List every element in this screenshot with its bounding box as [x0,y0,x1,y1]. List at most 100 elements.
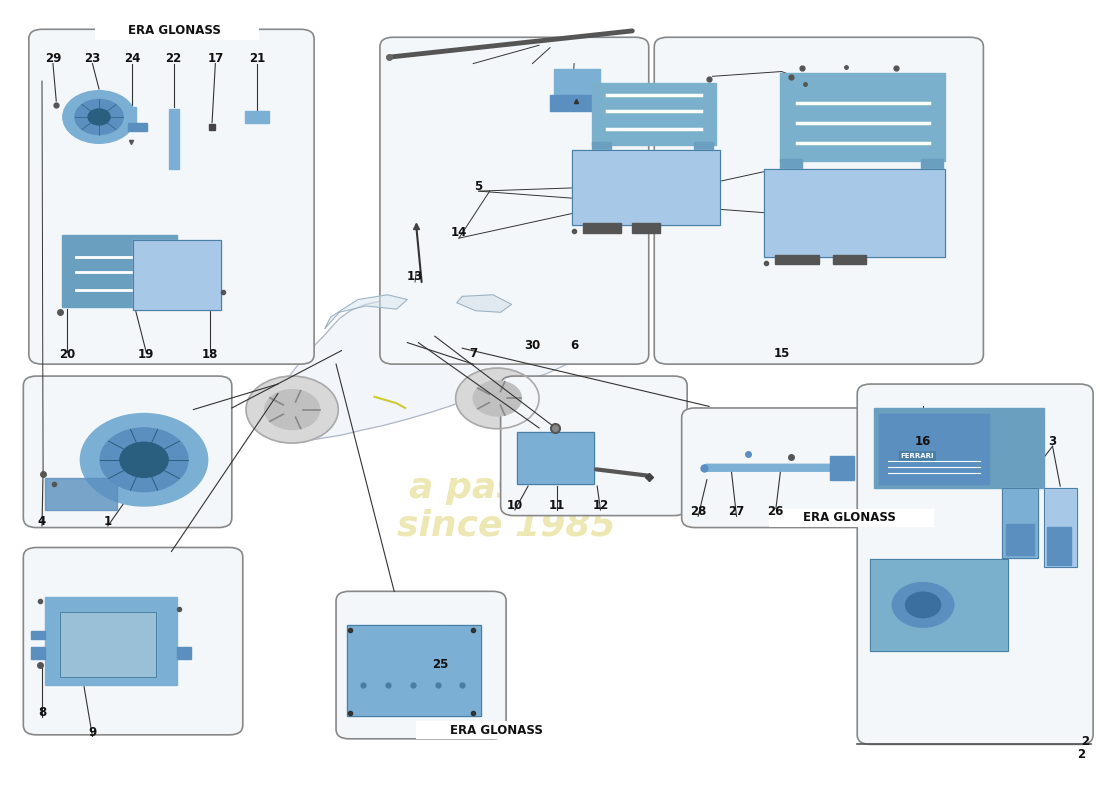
Text: ERA GLONASS: ERA GLONASS [450,723,542,737]
Text: 9: 9 [88,726,97,739]
Text: 20: 20 [59,348,75,361]
Text: 4: 4 [37,514,46,528]
Bar [632,223,660,233]
Bar [879,414,989,484]
Text: 5: 5 [474,180,483,193]
Bar [572,150,720,225]
Bar [517,432,594,484]
Bar [128,107,136,125]
Text: 10: 10 [507,498,522,512]
Text: 23: 23 [85,52,100,66]
Bar [833,255,866,265]
Bar [346,625,481,716]
Text: ERA GLONASS: ERA GLONASS [129,24,221,38]
Bar [517,432,594,484]
Text: 24: 24 [124,52,140,66]
Bar [245,110,270,122]
Bar [694,142,714,154]
Text: 25: 25 [432,658,449,671]
Text: 16: 16 [915,435,932,448]
Bar [1044,488,1077,567]
Bar [346,625,481,716]
Text: 2: 2 [1081,734,1089,748]
Text: 17: 17 [207,52,223,66]
FancyBboxPatch shape [23,376,232,527]
Bar [416,722,581,739]
Bar [829,456,854,480]
Bar [62,235,177,306]
FancyBboxPatch shape [682,408,868,527]
Text: 12: 12 [592,498,608,512]
Bar [764,169,945,257]
FancyBboxPatch shape [500,376,688,515]
Bar [59,612,156,678]
Bar [572,150,720,225]
Text: 14: 14 [451,226,468,239]
Text: 29: 29 [45,52,62,66]
Bar [780,159,802,170]
Bar [1006,523,1034,555]
Circle shape [905,592,940,618]
Bar [583,223,621,233]
Bar [169,109,179,169]
Circle shape [88,109,110,125]
Bar [1044,488,1077,567]
Text: 19: 19 [138,348,154,361]
FancyBboxPatch shape [23,547,243,735]
Polygon shape [456,294,512,312]
Text: 18: 18 [201,348,218,361]
Bar [45,597,177,685]
Bar [1002,488,1038,558]
Text: FERRARI: FERRARI [901,453,934,459]
Bar [95,22,260,40]
FancyBboxPatch shape [336,591,506,739]
Bar [764,169,945,257]
Bar [769,510,934,526]
Bar [870,559,1008,651]
Bar [45,478,117,510]
Bar [133,240,221,310]
Circle shape [120,442,168,478]
Circle shape [455,368,539,429]
Bar [774,255,818,265]
FancyBboxPatch shape [857,384,1093,744]
Text: 11: 11 [549,498,564,512]
Bar [873,408,1044,488]
Text: ERA GLONASS: ERA GLONASS [803,511,896,525]
Bar [780,73,945,161]
Text: a passion: a passion [409,470,603,505]
Polygon shape [260,293,576,442]
Circle shape [892,582,954,627]
Bar [1002,488,1038,558]
Text: 13: 13 [407,270,424,283]
Bar [177,647,191,659]
Text: 21: 21 [249,52,265,66]
Polygon shape [326,294,407,328]
Circle shape [265,390,320,430]
Bar [592,82,716,145]
Bar [870,559,1008,651]
Text: 6: 6 [570,339,579,352]
Bar [921,159,943,170]
Text: 26: 26 [767,505,783,518]
Bar [592,142,612,154]
Circle shape [100,428,188,492]
Text: 27: 27 [728,505,745,518]
Bar [31,631,45,639]
Text: 8: 8 [37,706,46,719]
Bar [1047,526,1071,565]
Text: 7: 7 [469,347,477,360]
Bar [59,612,156,678]
Circle shape [80,414,208,506]
FancyBboxPatch shape [654,38,983,364]
Bar [31,647,45,659]
Text: 2: 2 [1077,748,1086,762]
Text: 30: 30 [525,339,540,352]
Text: 22: 22 [165,52,182,66]
Bar [133,240,221,310]
Circle shape [473,381,521,416]
Circle shape [246,376,338,443]
Bar [554,69,601,97]
Text: 15: 15 [773,347,790,360]
Text: 28: 28 [690,505,706,518]
